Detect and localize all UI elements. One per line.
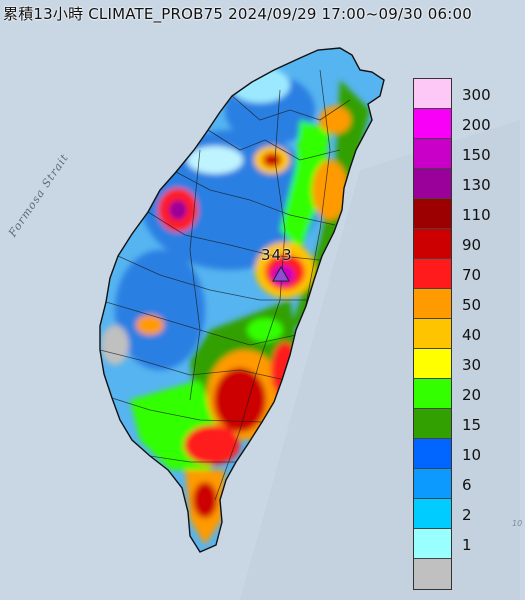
rain-zone-gray-coast [101,325,129,365]
legend-label: 70 [462,266,482,284]
legend-label: 50 [462,296,482,314]
peak-triangle-icon [272,265,290,282]
legend-label: 10 [462,446,482,464]
legend-swatch [414,349,451,379]
legend-swatch [414,529,451,559]
boundary-line [231,95,351,121]
boundary-line [189,149,201,401]
legend-swatch [414,229,451,259]
boundary-line [207,129,341,161]
peak-marker [272,265,290,282]
rain-zone-red-pingtung [184,425,240,465]
legend-swatch [414,559,451,589]
legend-swatch [414,199,451,229]
rain-zone-red-hengchun [193,482,217,518]
boundary-line [149,455,236,463]
central-divide-line [214,89,286,501]
legend-label: 200 [462,116,491,134]
legend-label: 6 [462,476,472,494]
edge-label: 10 [512,519,523,528]
boundary-line [175,171,336,226]
boundary-line [117,255,310,301]
rain-zone-purple-hsinchu [169,200,187,220]
legend-swatch [414,319,451,349]
taiwan-coastline [99,47,385,553]
legend-swatch [414,169,451,199]
legend-swatch [414,409,451,439]
legend-label: 130 [462,176,491,194]
legend-label: 90 [462,236,482,254]
boundary-line [147,211,321,261]
rain-zone-red-north [263,153,281,167]
peak-value-label: 343 [261,246,293,264]
legend-label: 2 [462,506,472,524]
legend-label: 20 [462,386,482,404]
legend-swatch [414,379,451,409]
rain-zone-lime-east [280,120,330,250]
rain-zone-blue-west [115,250,205,370]
legend-swatch [414,499,451,529]
legend-label: 300 [462,86,491,104]
legend-label: 30 [462,356,482,374]
boundary-line [100,349,286,381]
rain-zone-red-south [214,368,266,432]
rain-zone-lime-central [247,318,283,342]
county-boundaries [100,69,351,501]
legend-swatch [414,109,451,139]
legend-label: 150 [462,146,491,164]
rain-zone-cyan-northwest [187,146,243,174]
boundary-line [304,69,331,311]
rain-zone-orange-changhua [136,315,164,335]
legend-label: 15 [462,416,482,434]
legend-label: 40 [462,326,482,344]
legend-swatch [414,79,451,109]
legend-swatch [414,139,451,169]
rainfall-legend [413,78,452,590]
rain-zone-orange-yilan [312,160,348,220]
map-title: 累積13小時 CLIMATE_PROB75 2024/09/29 17:00~0… [3,5,472,23]
legend-label: 1 [462,536,472,554]
legend-swatch [414,289,451,319]
boundary-line [111,397,263,423]
legend-label: 110 [462,206,491,224]
legend-swatch [414,469,451,499]
legend-swatch [414,439,451,469]
legend-swatch [414,259,451,289]
